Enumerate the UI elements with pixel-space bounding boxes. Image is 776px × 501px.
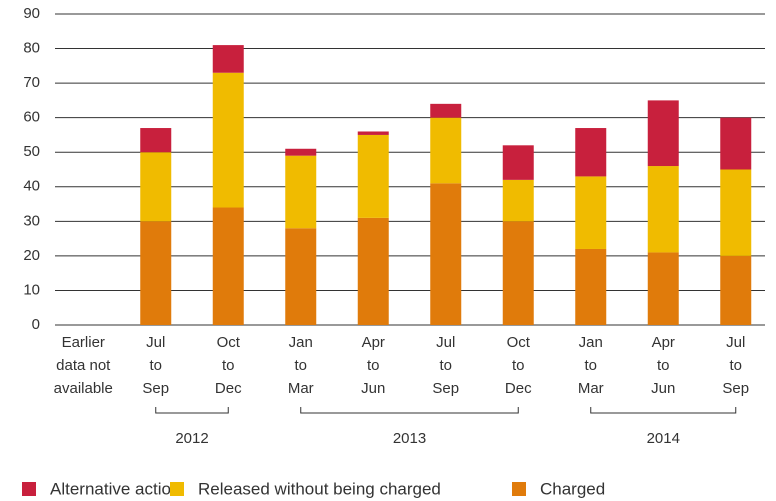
y-tick-label: 30 [23,212,40,229]
x-tick-label: to [657,357,670,374]
bar-segment [647,252,679,325]
group-bracket [155,407,229,414]
y-tick-label: 80 [23,40,40,57]
group-bracket [590,407,737,414]
bar-segment [357,134,389,218]
x-tick-label: to [149,357,162,374]
legend-swatch [170,482,184,496]
bar-segment [212,72,244,208]
x-tick-label: to [367,357,380,374]
y-tick-label: 70 [23,74,40,91]
bar-segment [575,128,607,177]
x-tick-label: Jul [146,334,165,351]
bar-segment [285,148,317,156]
bar-segment [357,131,389,135]
bar-segment [285,228,317,325]
bar-segment [140,128,172,153]
x-tick-label: Dec [505,380,532,397]
bar-segment [502,179,534,222]
bar-segment [430,103,462,118]
x-tick-label: Jul [436,334,455,351]
bar-segment [575,176,607,249]
legend-swatch [22,482,36,496]
bar-segment [502,145,534,180]
x-tick-label: available [54,380,113,397]
x-tick-label: Mar [288,380,314,397]
x-tick-label: to [222,357,235,374]
bar-segment [647,166,679,253]
bar-segment [285,155,317,229]
group-label: 2014 [647,430,680,447]
x-tick-label: Sep [142,380,169,397]
legend-swatch [512,482,526,496]
x-tick-label: Earlier [62,334,105,351]
y-tick-label: 90 [23,5,40,22]
x-tick-label: to [729,357,742,374]
x-tick-label: Apr [362,334,385,351]
x-tick-label: Oct [217,334,241,351]
x-tick-label: to [294,357,307,374]
x-tick-label: Jan [289,334,313,351]
bar-segment [357,217,389,325]
y-tick-label: 60 [23,109,40,126]
legend-label: Charged [540,479,605,498]
bar-segment [212,207,244,325]
x-tick-label: Oct [507,334,531,351]
bar-segment [647,100,679,167]
x-tick-label: Dec [215,380,242,397]
bar-segment [502,221,534,325]
y-tick-label: 40 [23,178,40,195]
x-tick-label: to [584,357,597,374]
x-tick-label: Jun [651,380,675,397]
bar-segment [575,248,607,325]
legend-label: Alternative action [50,479,180,498]
bar-segment [720,255,752,325]
bar-segment [140,152,172,222]
x-tick-label: Mar [578,380,604,397]
legend-label: Released without being charged [198,479,441,498]
y-tick-label: 10 [23,281,40,298]
y-tick-label: 20 [23,247,40,264]
y-tick-label: 50 [23,143,40,160]
bar-segment [140,221,172,325]
bar-segment [720,169,752,256]
group-bracket [300,407,519,414]
x-tick-label: data not [56,357,111,374]
bar-segment [720,117,752,170]
group-label: 2012 [175,430,208,447]
group-label: 2013 [393,430,426,447]
bar-segment [430,183,462,325]
x-tick-label: Apr [652,334,675,351]
x-tick-label: Sep [722,380,749,397]
x-tick-label: Jan [579,334,603,351]
x-tick-label: to [439,357,452,374]
x-tick-label: Jun [361,380,385,397]
bar-segment [430,117,462,184]
y-tick-label: 0 [32,316,40,333]
x-tick-label: Jul [726,334,745,351]
x-tick-label: Sep [432,380,459,397]
bar-segment [212,45,244,73]
x-tick-label: to [512,357,525,374]
